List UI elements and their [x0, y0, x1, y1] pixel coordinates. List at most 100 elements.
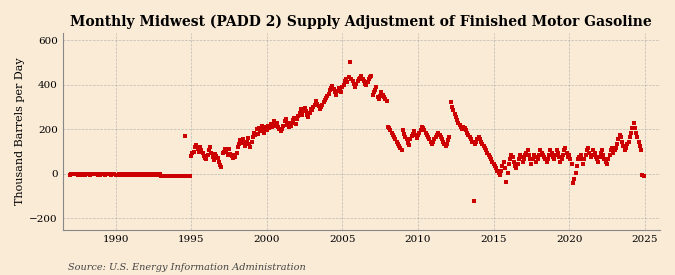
Point	[85, 172, 96, 177]
Point	[564, 153, 574, 157]
Point	[347, 79, 358, 84]
Point	[213, 160, 224, 164]
Point	[162, 174, 173, 178]
Point	[570, 170, 581, 175]
Point	[391, 139, 402, 144]
Point	[80, 172, 90, 177]
Point	[139, 172, 150, 177]
Point	[171, 174, 182, 178]
Point	[448, 108, 459, 112]
Point	[296, 107, 306, 111]
Point	[572, 157, 583, 162]
Point	[333, 86, 344, 90]
Point	[522, 148, 533, 153]
Point	[142, 172, 153, 177]
Point	[227, 156, 238, 160]
Point	[518, 157, 529, 162]
Point	[636, 148, 647, 153]
Point	[215, 163, 225, 167]
Point	[383, 126, 394, 130]
Point	[271, 120, 282, 125]
Point	[293, 114, 304, 118]
Point	[470, 139, 481, 144]
Point	[194, 145, 205, 149]
Point	[363, 77, 374, 81]
Point	[191, 143, 202, 147]
Point	[421, 133, 432, 137]
Point	[155, 174, 166, 178]
Point	[608, 150, 619, 155]
Point	[187, 150, 198, 155]
Point	[250, 133, 261, 137]
Point	[212, 156, 223, 160]
Point	[491, 166, 502, 170]
Point	[206, 150, 217, 155]
Point	[167, 174, 178, 178]
Point	[119, 172, 130, 177]
Point	[569, 177, 580, 182]
Point	[481, 148, 491, 153]
Point	[338, 82, 349, 87]
Point	[288, 118, 298, 123]
Point	[229, 153, 240, 157]
Point	[361, 82, 372, 87]
Point	[304, 110, 315, 115]
Point	[241, 139, 252, 144]
Point	[459, 126, 470, 130]
Point	[277, 124, 288, 128]
Point	[390, 137, 401, 142]
Point	[335, 90, 346, 95]
Point	[517, 160, 528, 164]
Point	[71, 172, 82, 177]
Point	[559, 148, 570, 153]
Point	[274, 127, 285, 131]
Point	[238, 137, 248, 142]
Point	[312, 101, 323, 106]
Point	[130, 172, 141, 177]
Point	[512, 162, 523, 166]
Point	[294, 110, 305, 115]
Point	[580, 153, 591, 157]
Point	[190, 145, 200, 149]
Point	[367, 92, 378, 97]
Point	[65, 172, 76, 177]
Point	[543, 157, 554, 162]
Point	[545, 148, 556, 153]
Point	[145, 172, 156, 177]
Point	[246, 139, 257, 144]
Point	[193, 149, 204, 154]
Point	[209, 158, 219, 163]
Point	[421, 130, 431, 135]
Point	[425, 139, 436, 144]
Point	[280, 117, 291, 122]
Point	[601, 160, 612, 164]
Point	[74, 172, 84, 177]
Point	[72, 172, 83, 177]
Point	[174, 174, 185, 178]
Point	[313, 104, 324, 108]
Point	[332, 89, 343, 94]
Point	[132, 172, 142, 177]
Point	[202, 153, 213, 157]
Point	[358, 79, 369, 84]
Point	[460, 128, 471, 133]
Point	[340, 79, 350, 84]
Point	[299, 106, 310, 110]
Point	[565, 157, 576, 162]
Point	[597, 148, 608, 153]
Point	[114, 172, 125, 177]
Point	[158, 174, 169, 178]
Point	[181, 174, 192, 178]
Point	[467, 139, 478, 144]
Point	[371, 85, 382, 89]
Point	[197, 150, 208, 155]
Point	[251, 127, 262, 131]
Point	[375, 94, 385, 98]
Point	[254, 126, 265, 130]
Point	[419, 128, 430, 133]
Point	[466, 137, 477, 142]
Point	[628, 120, 639, 125]
Point	[576, 157, 587, 162]
Point	[549, 157, 560, 162]
Point	[556, 157, 567, 162]
